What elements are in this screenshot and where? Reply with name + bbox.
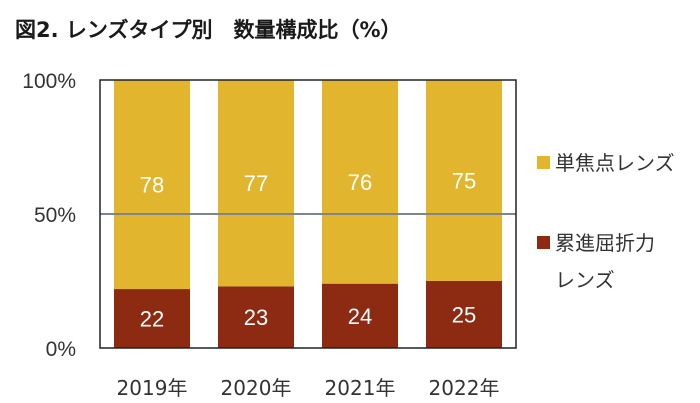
data-label-progressive-4: 25 [452,303,476,328]
x-tick-label-4: 2022年 [429,376,500,400]
y-tick-label-100: 100% [22,70,76,93]
x-tick-label-1: 2019年 [117,376,188,400]
y-tick-label-0: 0% [46,338,76,361]
bar-single-4 [426,80,502,281]
bar-progressive-3 [322,283,398,348]
bar-single-2 [218,80,294,287]
plot-frame [99,79,517,349]
y-tick-label-50: 50% [34,204,76,227]
data-label-single-2: 77 [244,171,268,196]
data-label-single-3: 76 [348,170,372,195]
chart-title: 図2. レンズタイプ別 数量構成比（%） [15,18,402,42]
legend-label-progressive: 累進屈折力 [555,231,655,255]
bar-single-3 [322,80,398,284]
data-label-single-4: 75 [452,169,476,194]
x-tick-label-3: 2021年 [325,376,396,400]
legend-label-single: 単焦点レンズ [555,151,675,175]
legend-swatch-progressive [537,236,550,249]
legend-label-progressive-line2: レンズ [555,268,615,292]
bar-progressive-2 [218,286,294,348]
data-label-progressive-2: 23 [244,305,268,330]
data-label-progressive-3: 24 [348,304,372,329]
bar-single-1 [114,80,190,290]
data-label-progressive-1: 22 [140,307,164,332]
x-tick-label-2: 2020年 [221,376,292,400]
data-label-single-1: 78 [140,173,164,198]
legend-swatch-single [537,156,550,169]
bar-progressive-4 [426,281,502,348]
bar-progressive-1 [114,289,190,348]
